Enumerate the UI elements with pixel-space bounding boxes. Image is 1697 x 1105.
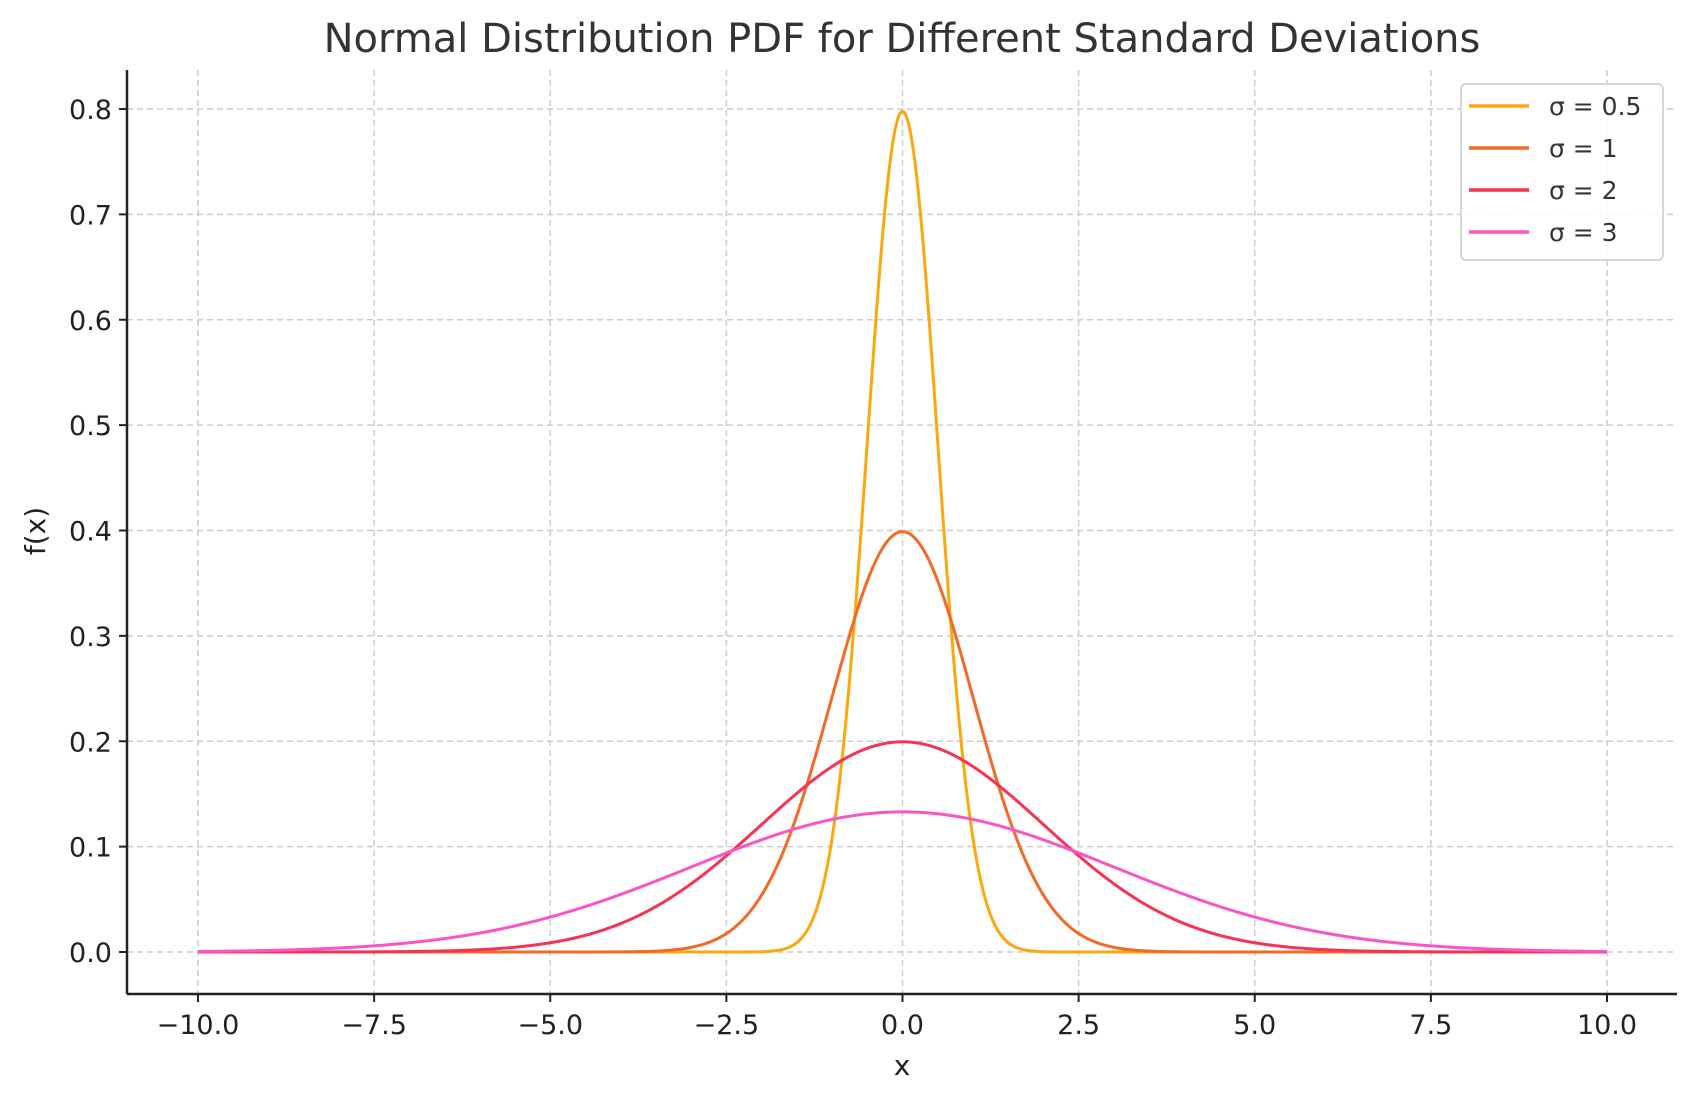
x-tick-label: −7.5 — [341, 1010, 407, 1041]
legend-label: σ = 2 — [1549, 176, 1618, 205]
y-tick-label: 0.7 — [69, 200, 112, 231]
axes: −10.0 −7.5 −5.0 −2.5 0.0 2.5 5.0 7.5 10.0 0.0 0.1 0… — [69, 70, 1677, 1041]
grid — [127, 70, 1677, 994]
y-axis-label: f(x) — [19, 507, 52, 555]
y-tick-label: 0.5 — [69, 411, 112, 442]
y-tick-label: 0.2 — [69, 727, 112, 758]
y-tick-label: 0.8 — [69, 95, 112, 126]
chart-title: Normal Distribution PDF for Different St… — [324, 16, 1481, 62]
series-lines — [197, 109, 1608, 954]
series-line-sigma-3 — [197, 810, 1608, 953]
y-tick-label: 0.3 — [69, 622, 112, 653]
x-tick-label: 2.5 — [1057, 1010, 1100, 1041]
x-tick-label: −5.0 — [517, 1010, 583, 1041]
y-tick-label: 0.1 — [69, 833, 112, 864]
y-tick-label: 0.0 — [69, 938, 112, 969]
legend: σ = 0.5 σ = 1 σ = 2 σ = 3 — [1460, 83, 1664, 261]
legend-label: σ = 1 — [1549, 134, 1618, 163]
y-tick-label: 0.4 — [69, 517, 112, 548]
x-tick-label: 10.0 — [1577, 1010, 1637, 1041]
legend-label: σ = 3 — [1549, 218, 1618, 247]
x-tick-label: 0.0 — [881, 1010, 924, 1041]
legend-label: σ = 0.5 — [1549, 92, 1641, 121]
x-tick-label: −10.0 — [157, 1010, 240, 1041]
x-tick-label: −2.5 — [694, 1010, 760, 1041]
x-tick-label: 5.0 — [1233, 1010, 1276, 1041]
series-line-sigma-2 — [198, 740, 1607, 954]
legend-box — [1460, 83, 1664, 261]
x-tick-label: 7.5 — [1409, 1010, 1452, 1041]
x-axis-label: x — [894, 1049, 911, 1082]
y-tick-label: 0.6 — [69, 306, 112, 337]
